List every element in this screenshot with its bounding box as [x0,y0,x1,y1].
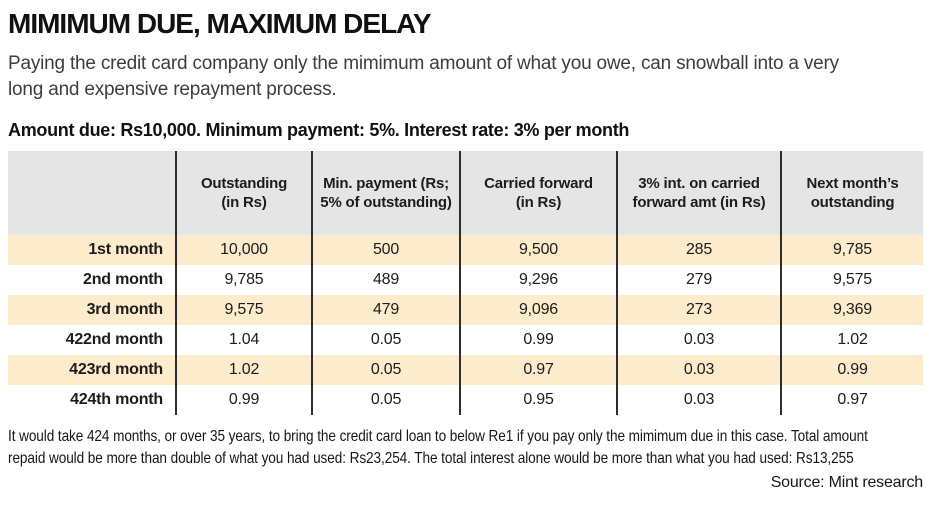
table-cell: 0.05 [312,355,461,385]
table-cell: 9,785 [176,265,313,295]
assumptions-line: Amount due: Rs10,000. Minimum payment: 5… [8,120,630,140]
page-title: MIMIMUM DUE, MAXIMUM DELAY [8,8,432,39]
repayment-table: Outstanding (in Rs) Min. payment (Rs; 5%… [8,151,923,415]
table-cell: 9,369 [832,301,873,318]
table-cell: 9,500 [460,235,618,265]
table-cell: 9,785 [832,241,873,258]
table-cell: 0.95 [460,385,618,415]
header-cell-month [8,151,177,235]
row-label: 2nd month [8,265,177,295]
infographic-page: MIMIMUM DUE, MAXIMUM DELAY Paying the cr… [8,8,924,491]
table-cell: 1.02 [176,355,313,385]
header-cell-interest: 3% int. on carried forward amt (in Rs) [617,151,782,235]
header-cell-min-payment: Min. payment (Rs; 5% of outstanding) [312,151,461,235]
table-row: 2nd month 9,785 489 9,296 279 9,575 [8,265,923,295]
table-row: 3rd month 9,575 479 9,096 273 9,369 [8,295,923,325]
table-cell: 0.99 [837,361,868,378]
table-row: 424th month 0.99 0.05 0.95 0.03 0.97 [8,385,923,415]
table-header-row: Outstanding (in Rs) Min. payment (Rs; 5%… [8,151,923,235]
table-cell: 489 [312,265,461,295]
table-cell: 9,575 [832,271,873,288]
table-cell: 0.97 [837,391,868,408]
table-row: 422nd month 1.04 0.05 0.99 0.03 1.02 [8,325,923,355]
table-cell: 273 [617,295,782,325]
row-label: 3rd month [8,295,177,325]
table-cell: 0.05 [312,325,461,355]
table-cell: 0.97 [460,355,618,385]
table-row: 423rd month 1.02 0.05 0.97 0.03 0.99 [8,355,923,385]
table-cell: 10,000 [176,235,313,265]
table-cell: 9,296 [460,265,618,295]
table-cell: 0.99 [176,385,313,415]
table-row: 1st month 10,000 500 9,500 285 9,785 [8,235,923,265]
table-cell: 9,575 [176,295,313,325]
table-cell: 1.04 [176,325,313,355]
table-cell: 9,096 [460,295,618,325]
table-cell: 479 [312,295,461,325]
table-cell: 0.99 [460,325,618,355]
table-cell: 500 [312,235,461,265]
table-cell: 279 [617,265,782,295]
table-cell: 0.03 [617,385,782,415]
table-cell: 1.02 [837,331,868,348]
source-credit: Source: Mint research [770,474,924,491]
header-cell-next-month: Next month’s outstanding [781,151,923,235]
row-label: 1st month [8,235,177,265]
table-cell: 285 [617,235,782,265]
row-label: 422nd month [8,325,177,355]
header-cell-carried-forward: Carried forward (in Rs) [460,151,618,235]
page-subtitle: Paying the credit card company only the … [8,53,839,100]
table-cell: 0.05 [312,385,461,415]
footnote-text: It would take 424 months, or over 35 yea… [8,428,868,467]
row-label: 423rd month [8,355,177,385]
table-cell: 0.03 [617,325,782,355]
table-cell: 0.03 [617,355,782,385]
row-label: 424th month [8,385,177,415]
header-cell-outstanding: Outstanding (in Rs) [176,151,313,235]
